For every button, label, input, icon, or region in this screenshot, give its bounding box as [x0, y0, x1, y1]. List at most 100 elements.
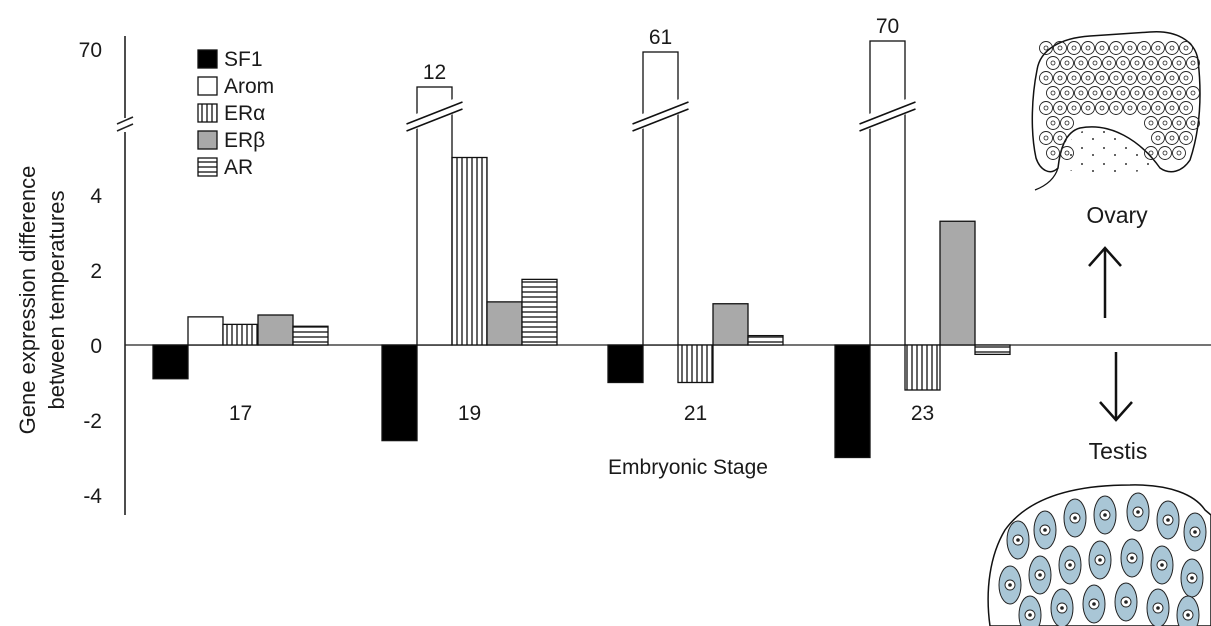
ovary-cell-nucleus [1148, 90, 1154, 96]
ovary-cell [1137, 71, 1151, 85]
ovary-cell-nucleus [1043, 75, 1049, 81]
ovary-cell [1053, 41, 1067, 55]
ovary-cell-nucleus [1085, 105, 1091, 111]
ovary-cell [1151, 71, 1165, 85]
ovary-cell [1109, 71, 1123, 85]
bar-break-line [859, 101, 916, 125]
bar-er-21 [677, 344, 714, 384]
ovary-cell-nucleus [1134, 60, 1140, 66]
ovary-cell-nucleus [1092, 60, 1098, 66]
ovary-cell [1116, 56, 1130, 70]
bar-break-line [632, 101, 689, 125]
testis-cell-nucleolus [1008, 583, 1012, 587]
ovary-cell [1172, 116, 1186, 130]
ovary-cell-nucleus [1113, 105, 1119, 111]
legend-label: SF1 [224, 48, 263, 71]
y-axis-label-line1: Gene expression difference [15, 166, 40, 435]
legend-label: AR [224, 156, 253, 179]
ovary-cell-nucleus [1043, 135, 1049, 141]
testis-cell-nucleolus [1103, 513, 1107, 517]
ovary-cell-nucleus [1106, 60, 1112, 66]
ovary-cell [1158, 146, 1172, 160]
ovary-cells [1039, 41, 1200, 160]
ovary-cell [1116, 86, 1130, 100]
y-axis-label: Gene expression difference between tempe… [15, 166, 69, 435]
ovary-cell [1186, 116, 1200, 130]
category-label: 19 [458, 402, 481, 425]
ovary-cell-nucleus [1169, 135, 1175, 141]
ovary-cell [1095, 101, 1109, 115]
ovary-cell [1060, 56, 1074, 70]
legend-label: Arom [224, 75, 274, 98]
bar-value-label: 70 [876, 15, 899, 38]
ovary-cell [1039, 101, 1053, 115]
bar-break-gap [857, 96, 919, 132]
ovary-cell-nucleus [1176, 90, 1182, 96]
ovary-cell-nucleus [1057, 45, 1063, 51]
ovary-cell [1144, 86, 1158, 100]
ovary-cell-nucleus [1148, 60, 1154, 66]
ovary-cell-nucleus [1050, 120, 1056, 126]
ovary-cell [1158, 86, 1172, 100]
ovary-cell [1179, 71, 1193, 85]
bar-er-23 [904, 344, 941, 391]
bar-er-17 [257, 314, 294, 346]
bar-arom-17 [187, 316, 224, 346]
ovary-cell-nucleus [1050, 60, 1056, 66]
legend-swatch [197, 49, 218, 69]
ovary-cell-nucleus [1057, 135, 1063, 141]
ovary-cell [1060, 116, 1074, 130]
ovary-cell [1067, 71, 1081, 85]
ovary-cell-nucleus [1106, 90, 1112, 96]
bar-sf1-17 [152, 344, 189, 380]
ovary-cell-nucleus [1127, 105, 1133, 111]
testis-cells [998, 492, 1207, 626]
ovary-label: Ovary [1086, 202, 1148, 228]
ovary-cell [1123, 41, 1137, 55]
bar-break-line [859, 108, 916, 132]
ovary-cell [1137, 101, 1151, 115]
category-labels: 17 19 21 23 [229, 402, 934, 425]
ovary-cell-nucleus [1113, 75, 1119, 81]
bar-ar-21 [747, 334, 784, 346]
bar-break-gap [404, 96, 466, 132]
ovary-cell [1088, 86, 1102, 100]
ovary-cell-nucleus [1183, 135, 1189, 141]
ovary-cell-nucleus [1099, 75, 1105, 81]
ovary-cell [1172, 86, 1186, 100]
ovary-cell-nucleus [1162, 120, 1168, 126]
testis-label: Testis [1089, 438, 1148, 464]
ovary-cell [1109, 101, 1123, 115]
ovary-cell-nucleus [1092, 90, 1098, 96]
testis-cell-nucleolus [1186, 613, 1190, 617]
ovary-cell [1158, 116, 1172, 130]
ovary-cell [1151, 101, 1165, 115]
ovary-cell [1102, 56, 1116, 70]
ovary-cell [1144, 56, 1158, 70]
ovary-cell-nucleus [1120, 90, 1126, 96]
testis-cell-nucleolus [1068, 563, 1072, 567]
ovary-cell-nucleus [1078, 90, 1084, 96]
testis-cell-nucleolus [1160, 563, 1164, 567]
ovary-cell-nucleus [1085, 75, 1091, 81]
ovary-cell-nucleus [1162, 150, 1168, 156]
ovary-cell-nucleus [1043, 45, 1049, 51]
y-tick-label: 2 [90, 260, 102, 283]
ovary-cell [1074, 86, 1088, 100]
y-tick-label: -2 [83, 410, 102, 433]
bar-break-line [632, 108, 689, 132]
ovary-cell-nucleus [1050, 90, 1056, 96]
ovary-cell-nucleus [1162, 60, 1168, 66]
ovary-cell [1186, 56, 1200, 70]
ovary-cell [1179, 131, 1193, 145]
ovary-cell-nucleus [1071, 75, 1077, 81]
testis-cell-nucleolus [1038, 573, 1042, 577]
ovary-cell [1165, 101, 1179, 115]
testis-cell-nucleolus [1190, 576, 1194, 580]
ovary-cell [1123, 71, 1137, 85]
category-label: 21 [684, 402, 707, 425]
bar-ar-17 [292, 325, 329, 346]
ovary-cell-nucleus [1064, 120, 1070, 126]
ovary-cell-nucleus [1141, 105, 1147, 111]
bar-er-17 [222, 323, 259, 346]
